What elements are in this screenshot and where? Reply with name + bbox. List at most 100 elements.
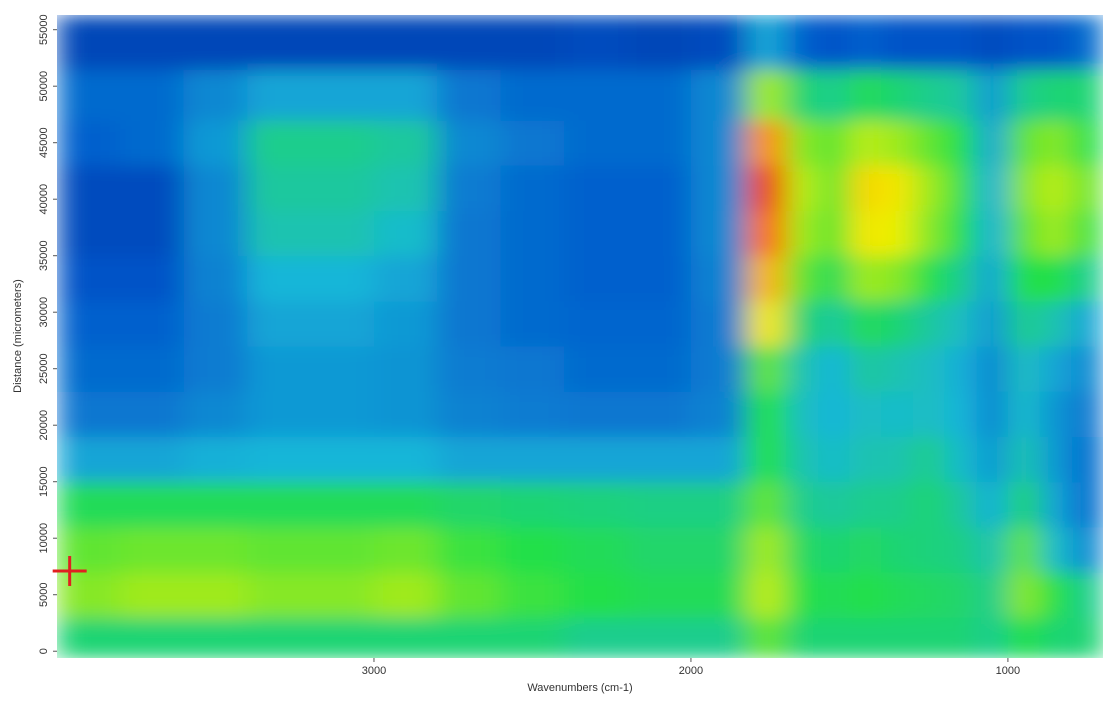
heat-cell bbox=[183, 526, 248, 573]
heat-cell bbox=[1007, 572, 1041, 618]
heat-cell bbox=[373, 165, 438, 211]
heat-cell bbox=[690, 481, 747, 528]
x-axis-label: Wavenumbers (cm-1) bbox=[527, 682, 632, 694]
heat-cell bbox=[120, 436, 185, 483]
heat-cell bbox=[786, 69, 819, 121]
heat-cell bbox=[57, 15, 121, 70]
heat-cell bbox=[849, 69, 882, 121]
heat-cell bbox=[247, 120, 312, 166]
heat-cell bbox=[120, 572, 185, 618]
heat-cell bbox=[849, 165, 882, 211]
heat-cell bbox=[1007, 255, 1041, 302]
heat-cell bbox=[120, 391, 185, 438]
heat-cell bbox=[690, 15, 747, 70]
heat-cell bbox=[437, 436, 502, 483]
heat-cell bbox=[746, 120, 787, 166]
heat-cell bbox=[746, 526, 787, 573]
heat-cell bbox=[627, 436, 692, 483]
heat-cell bbox=[437, 300, 502, 347]
heat-cell bbox=[912, 617, 946, 658]
heat-cell bbox=[944, 69, 977, 121]
heat-cell bbox=[912, 165, 946, 211]
heat-cell bbox=[1071, 526, 1103, 573]
heat-cell bbox=[786, 572, 819, 618]
heat-cell bbox=[627, 300, 692, 347]
y-tick-label: 30000 bbox=[38, 297, 50, 328]
heat-cell bbox=[1007, 617, 1041, 658]
heat-cell bbox=[1039, 481, 1072, 528]
heat-cell bbox=[57, 572, 121, 618]
heat-cell bbox=[1039, 165, 1072, 211]
heat-cell bbox=[1007, 300, 1041, 347]
heat-cell bbox=[627, 69, 692, 121]
heat-cell bbox=[817, 572, 850, 618]
heat-cell bbox=[373, 255, 438, 302]
heat-cell bbox=[690, 300, 747, 347]
heat-cell bbox=[437, 481, 502, 528]
heat-cell bbox=[120, 120, 185, 166]
heat-cell bbox=[310, 15, 375, 70]
heat-cell bbox=[500, 572, 565, 618]
heat-cell bbox=[627, 15, 692, 70]
heat-cell bbox=[817, 165, 850, 211]
heat-cell bbox=[437, 210, 502, 257]
heat-cell bbox=[690, 391, 747, 438]
heat-cell bbox=[500, 526, 565, 573]
heatmap-cells bbox=[57, 15, 1103, 658]
heat-cell bbox=[564, 120, 629, 166]
heat-cell bbox=[1007, 481, 1041, 528]
heat-cell bbox=[437, 69, 502, 121]
heat-cell bbox=[373, 526, 438, 573]
y-tick-label: 55000 bbox=[38, 14, 50, 45]
heat-cell bbox=[1007, 391, 1041, 438]
heat-cell bbox=[912, 572, 946, 618]
heat-cell bbox=[373, 210, 438, 257]
y-tick-label: 5000 bbox=[38, 582, 50, 606]
heat-cell bbox=[564, 481, 629, 528]
heat-cell bbox=[183, 436, 248, 483]
heat-cell bbox=[183, 572, 248, 618]
heat-cell bbox=[373, 617, 438, 658]
heat-cell bbox=[310, 120, 375, 166]
heat-cell bbox=[746, 617, 787, 658]
heat-cell bbox=[564, 572, 629, 618]
heat-cell bbox=[310, 436, 375, 483]
heat-cell bbox=[183, 391, 248, 438]
heat-cell bbox=[849, 617, 882, 658]
heat-cell bbox=[500, 300, 565, 347]
heat-cell bbox=[183, 617, 248, 658]
heat-cell bbox=[373, 436, 438, 483]
heat-cell bbox=[1071, 300, 1103, 347]
heat-cell bbox=[310, 572, 375, 618]
heat-cell bbox=[881, 391, 914, 438]
heat-cell bbox=[310, 526, 375, 573]
heat-cell bbox=[849, 526, 882, 573]
heat-cell bbox=[1039, 15, 1072, 70]
heat-cell bbox=[310, 165, 375, 211]
heat-cell bbox=[817, 481, 850, 528]
heat-cell bbox=[944, 481, 977, 528]
heat-cell bbox=[1071, 210, 1103, 257]
heatmap-area bbox=[57, 15, 1103, 658]
heat-cell bbox=[881, 165, 914, 211]
heat-cell bbox=[881, 572, 914, 618]
heat-cell bbox=[57, 69, 121, 121]
x-tick-label: 1000 bbox=[996, 665, 1020, 677]
heat-cell bbox=[881, 15, 914, 70]
heat-cell bbox=[247, 436, 312, 483]
heat-cell bbox=[746, 346, 787, 392]
heat-cell bbox=[373, 300, 438, 347]
heat-cell bbox=[1071, 617, 1103, 658]
heat-cell bbox=[746, 436, 787, 483]
heat-cell bbox=[817, 69, 850, 121]
heat-cell bbox=[437, 255, 502, 302]
heat-cell bbox=[690, 165, 747, 211]
heat-cell bbox=[247, 210, 312, 257]
heat-cell bbox=[500, 391, 565, 438]
heat-cell bbox=[690, 526, 747, 573]
heat-cell bbox=[976, 120, 1009, 166]
heat-cell bbox=[183, 165, 248, 211]
heat-cell bbox=[690, 436, 747, 483]
heat-cell bbox=[437, 346, 502, 392]
heat-cell bbox=[183, 120, 248, 166]
